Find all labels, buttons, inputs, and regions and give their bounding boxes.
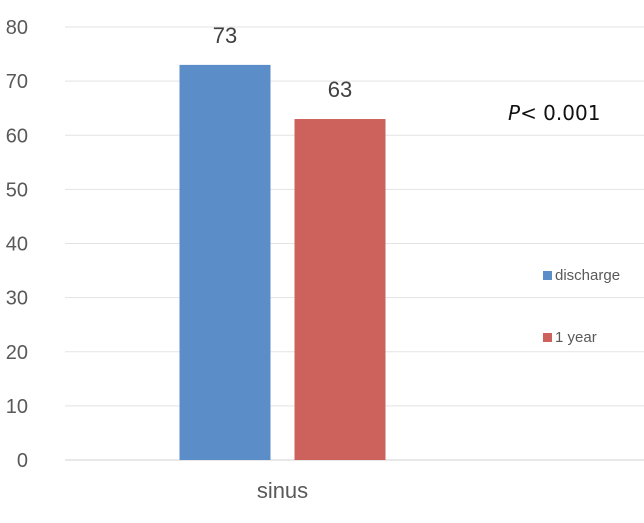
bar-1-year-sinus (294, 119, 386, 460)
legend-label: discharge (555, 267, 620, 284)
y-tick-label: 80 (6, 17, 28, 39)
y-tick-label: 60 (6, 125, 28, 147)
bars (179, 64, 386, 460)
p-value-text: < 0.001 (520, 101, 600, 125)
y-tick-label: 50 (6, 179, 28, 201)
y-tick-label: 70 (6, 71, 28, 93)
legend-swatch (543, 271, 552, 280)
y-tick-label: 40 (6, 234, 28, 256)
data-label: 63 (328, 77, 352, 102)
y-tick-label: 30 (6, 288, 28, 310)
y-tick-label: 0 (17, 450, 28, 472)
y-tick-label: 20 (6, 342, 28, 364)
p-value-annotation: P< 0.001 (508, 101, 600, 125)
y-axis-ticks: 0 10 20 30 40 50 60 70 80 (6, 17, 28, 472)
x-axis-categories: sinus (257, 478, 308, 503)
legend: discharge 1 year (543, 267, 620, 346)
y-tick-label: 10 (6, 396, 28, 418)
data-labels: 73 63 (213, 23, 352, 102)
legend-swatch (543, 333, 552, 342)
legend-label: 1 year (555, 329, 597, 346)
data-label: 73 (213, 23, 237, 48)
x-category-label: sinus (257, 478, 308, 503)
bar-discharge-sinus (179, 64, 271, 460)
p-value-italic: P (508, 101, 521, 125)
